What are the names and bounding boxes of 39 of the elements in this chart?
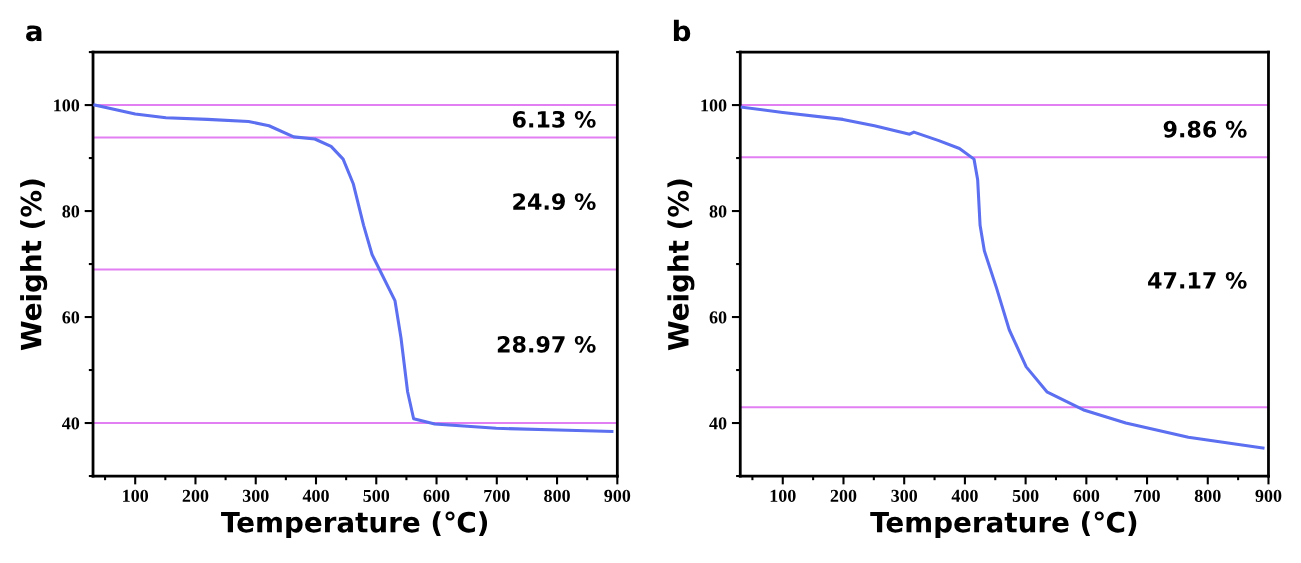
x-tick-label: 700: [484, 489, 510, 502]
x-tick-label: 500: [363, 489, 390, 502]
x-tick-label: 700: [1134, 489, 1160, 502]
x-tick-label: 500: [1012, 489, 1039, 502]
y-tick-label: 60: [62, 311, 80, 324]
y-tick-label: 80: [709, 205, 727, 218]
x-tick-label: 300: [891, 489, 918, 502]
y-axis-title: Weight (%): [667, 179, 695, 351]
x-tick-label: 100: [123, 489, 149, 502]
y-tick-label: 40: [62, 417, 80, 430]
line-series: [740, 105, 1265, 450]
chart-title: b: [673, 19, 691, 42]
x-tick-label: 600: [1073, 489, 1100, 502]
annotation: 6.13 %: [512, 110, 596, 128]
y-tick-label: 40: [709, 417, 727, 430]
x-tick-label: 800: [544, 489, 570, 502]
x-tick-label: 400: [302, 489, 329, 502]
y-tick-label: 100: [701, 99, 727, 112]
y-tick-label: 80: [62, 205, 80, 218]
line-series: [93, 103, 614, 434]
annotation: 9.86 %: [1163, 120, 1247, 138]
y-axis-title: Weight (%): [20, 179, 48, 351]
x-tick-label: 200: [830, 489, 857, 502]
x-axis-title: Temperature (℃): [221, 511, 488, 539]
annotation: 47.17 %: [1148, 271, 1247, 289]
x-tick-label: 200: [182, 489, 209, 502]
chart-title: a: [26, 25, 42, 42]
annotation: 28.97 %: [497, 335, 596, 353]
x-tick-label: 100: [770, 489, 796, 502]
y-tick-label: 60: [709, 311, 727, 324]
x-axis-title: Temperature (℃): [870, 511, 1137, 539]
x-tick-label: 900: [604, 489, 631, 502]
annotation: 24.9 %: [513, 193, 596, 210]
y-tick-label: 100: [54, 99, 80, 112]
x-tick-label: 400: [951, 489, 978, 502]
x-tick-label: 600: [423, 489, 450, 502]
x-tick-label: 900: [1255, 489, 1282, 502]
x-tick-label: 300: [242, 489, 269, 502]
x-tick-label: 800: [1194, 489, 1221, 502]
